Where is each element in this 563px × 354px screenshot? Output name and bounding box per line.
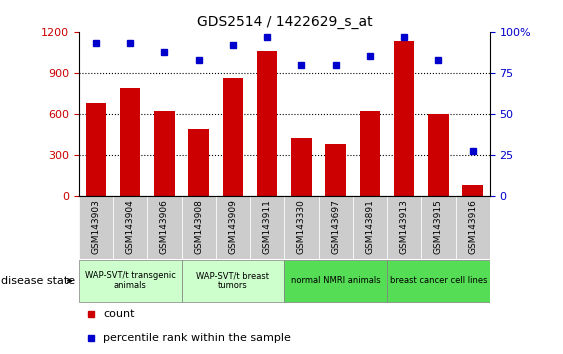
FancyBboxPatch shape <box>353 196 387 259</box>
Text: GSM143911: GSM143911 <box>263 199 272 254</box>
Text: disease state: disease state <box>1 276 75 286</box>
FancyBboxPatch shape <box>79 259 181 302</box>
FancyBboxPatch shape <box>181 259 284 302</box>
FancyArrowPatch shape <box>68 279 72 283</box>
Bar <box>462 185 483 196</box>
Text: GSM143916: GSM143916 <box>468 199 477 254</box>
Text: GSM143903: GSM143903 <box>91 199 100 254</box>
Bar <box>189 129 209 196</box>
Text: GSM143904: GSM143904 <box>126 199 135 253</box>
Text: GSM143909: GSM143909 <box>229 199 238 254</box>
Title: GDS2514 / 1422629_s_at: GDS2514 / 1422629_s_at <box>196 16 372 29</box>
Bar <box>428 114 449 196</box>
FancyBboxPatch shape <box>79 196 113 259</box>
Bar <box>257 51 278 196</box>
FancyBboxPatch shape <box>284 259 387 302</box>
FancyBboxPatch shape <box>284 196 319 259</box>
Bar <box>86 103 106 196</box>
Bar <box>223 78 243 196</box>
Text: count: count <box>104 309 135 319</box>
FancyBboxPatch shape <box>319 196 353 259</box>
Text: WAP-SVT/t breast
tumors: WAP-SVT/t breast tumors <box>196 271 270 291</box>
Text: WAP-SVT/t transgenic
animals: WAP-SVT/t transgenic animals <box>85 271 176 291</box>
Text: GSM143915: GSM143915 <box>434 199 443 254</box>
Text: GSM143913: GSM143913 <box>400 199 409 254</box>
Text: GSM143330: GSM143330 <box>297 199 306 254</box>
FancyBboxPatch shape <box>216 196 250 259</box>
Text: GSM143908: GSM143908 <box>194 199 203 254</box>
Text: GSM143906: GSM143906 <box>160 199 169 254</box>
FancyBboxPatch shape <box>421 196 455 259</box>
Text: breast cancer cell lines: breast cancer cell lines <box>390 276 487 285</box>
Bar <box>120 88 141 196</box>
Text: percentile rank within the sample: percentile rank within the sample <box>104 333 292 343</box>
Bar <box>154 111 175 196</box>
Text: GSM143697: GSM143697 <box>331 199 340 254</box>
FancyBboxPatch shape <box>181 196 216 259</box>
Bar <box>291 138 312 196</box>
FancyBboxPatch shape <box>250 196 284 259</box>
FancyBboxPatch shape <box>387 196 421 259</box>
Text: normal NMRI animals: normal NMRI animals <box>291 276 381 285</box>
FancyBboxPatch shape <box>455 196 490 259</box>
FancyBboxPatch shape <box>387 259 490 302</box>
Bar <box>325 144 346 196</box>
FancyBboxPatch shape <box>113 196 148 259</box>
Text: GSM143891: GSM143891 <box>365 199 374 254</box>
Bar <box>394 41 414 196</box>
Bar <box>360 111 380 196</box>
FancyBboxPatch shape <box>148 196 181 259</box>
